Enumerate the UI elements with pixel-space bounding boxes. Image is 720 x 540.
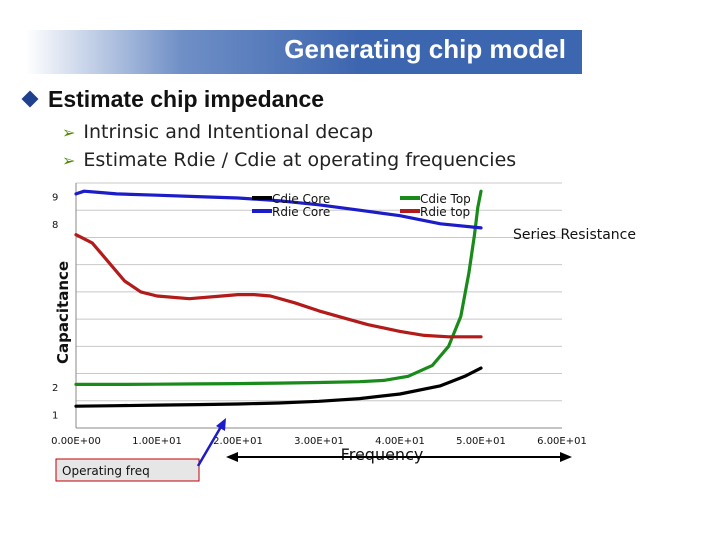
main-bullet: Estimate chip impedance — [21, 86, 325, 113]
arrow-bullet-icon: ➢ — [62, 123, 76, 142]
arrow-bullet-icon: ➢ — [62, 151, 76, 170]
series-line-rdie-core — [74, 189, 483, 230]
x-tick-label: 0.00E+00 — [51, 436, 101, 447]
x-tick-label: 1.00E+01 — [132, 436, 182, 447]
title-bar: Generating chip model — [26, 30, 582, 74]
x-axis-label: Frequency — [341, 445, 424, 464]
chart-ticks: 0.00E+00 1.00E+01 2.00E+01 3.00E+01 4.00E+01… — [51, 193, 587, 447]
x-tick-label: 3.00E+01 — [294, 436, 344, 447]
slide-title: Generating chip model — [284, 34, 566, 64]
y-tick-label: 1 — [52, 410, 58, 421]
series-line-cdie-core — [74, 366, 483, 408]
frequency-range-arrow — [226, 452, 572, 462]
x-tick-label: 5.00E+01 — [456, 436, 506, 447]
legend-label: Cdie Core — [272, 192, 330, 206]
chart-grid — [76, 182, 562, 429]
sub-bullet-2: ➢ Estimate Rdie / Cdie at operating frequ… — [62, 149, 516, 171]
series-line-rdie-top — [74, 233, 483, 339]
sub-bullet-2-text: Estimate Rdie / Cdie at operating freque… — [83, 149, 517, 171]
chart-legend: Cdie Core Cdie Top Rdie Core Rdie top — [252, 192, 471, 219]
x-tick-label: 6.00E+01 — [537, 436, 587, 447]
chart-series — [74, 189, 483, 408]
right-axis-label: Series Resistance — [513, 227, 636, 243]
series-line-cdie-top — [74, 189, 483, 386]
x-tick-label: 2.00E+01 — [213, 436, 263, 447]
legend-label: Rdie Core — [272, 205, 330, 219]
operating-freq-callout — [55, 418, 226, 482]
sub-bullet-1-text: Intrinsic and Intentional decap — [83, 121, 374, 143]
y-tick-label: 2 — [52, 383, 58, 394]
legend-label: Rdie top — [420, 205, 470, 219]
sub-bullet-1: ➢ Intrinsic and Intentional decap — [62, 121, 373, 143]
legend-label: Cdie Top — [420, 192, 471, 206]
y-tick-label: 8 — [52, 220, 58, 231]
y-tick-label: 9 — [52, 193, 58, 204]
main-bullet-text: Estimate chip impedance — [48, 86, 325, 112]
chart-axes — [75, 183, 562, 429]
x-tick-label: 4.00E+01 — [375, 436, 425, 447]
operating-freq-label: Operating freq — [62, 464, 150, 478]
y-axis-label: Capacitance — [54, 261, 72, 364]
